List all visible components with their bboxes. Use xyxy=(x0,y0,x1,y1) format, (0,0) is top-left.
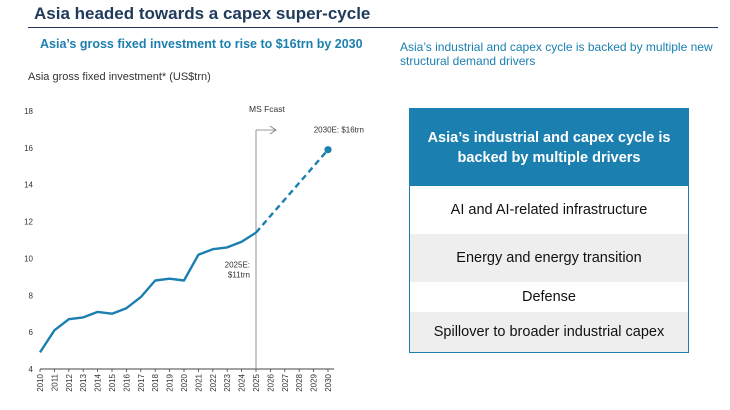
driver-item-energy: Energy and energy transition xyxy=(410,234,688,282)
chart-subtitle: Asia’s gross fixed investment to rise to… xyxy=(40,37,363,51)
y-tick-label: 16 xyxy=(24,144,33,153)
annotation-2025-label: $11trn xyxy=(228,271,250,280)
y-tick-label: 14 xyxy=(24,181,33,190)
endpoint-marker xyxy=(324,146,332,154)
x-tick-label: 2013 xyxy=(79,373,88,391)
x-tick-label: 2018 xyxy=(151,373,160,391)
x-tick-label: 2010 xyxy=(36,373,45,391)
historical-series-line xyxy=(38,231,257,354)
x-tick-label: 2026 xyxy=(266,373,275,391)
x-tick-label: 2020 xyxy=(180,373,189,391)
x-tick-label: 2011 xyxy=(50,373,59,391)
x-tick-label: 2017 xyxy=(137,373,146,391)
driver-item-defense: Defense xyxy=(521,289,576,305)
forecast-series-line xyxy=(255,148,329,234)
y-tick-label: 10 xyxy=(24,254,33,263)
annotation-2025-label: 2025E: xyxy=(225,261,250,270)
x-tick-label: 2014 xyxy=(94,373,103,391)
y-tick-label: 12 xyxy=(24,218,33,227)
y-tick-label: 6 xyxy=(29,328,34,337)
x-tick-label: 2023 xyxy=(223,373,232,391)
forecast-arrow xyxy=(256,125,277,135)
title-divider xyxy=(28,27,718,28)
x-tick-label: 2019 xyxy=(166,373,175,391)
page-title: Asia headed towards a capex super-cycle xyxy=(34,4,371,23)
x-tick-label: 2012 xyxy=(65,373,74,391)
x-tick-label: 2015 xyxy=(108,373,117,391)
forecast-label: MS Fcast xyxy=(249,104,286,114)
x-tick-label: 2028 xyxy=(295,373,304,391)
x-tick-label: 2024 xyxy=(238,373,247,391)
driver-item-ai: AI and AI-related infrastructure xyxy=(450,202,648,218)
drivers-subtitle: Asia’s industrial and capex cycle is bac… xyxy=(400,40,713,68)
x-tick-label: 2021 xyxy=(194,373,203,391)
drivers-box: Asia’s industrial and capex cycle is bac… xyxy=(409,108,689,353)
x-tick-label: 2022 xyxy=(209,373,218,391)
x-tick-label: 2016 xyxy=(122,373,131,391)
y-tick-label: 8 xyxy=(29,291,34,300)
x-tick-label: 2025 xyxy=(252,373,261,391)
y-tick-label: 4 xyxy=(29,365,34,374)
x-tick-label: 2027 xyxy=(281,373,290,391)
chart-title: Asia gross fixed investment* (US$trn) xyxy=(28,71,211,83)
annotation-2030-label: 2030E: $16trn xyxy=(314,126,364,135)
x-tick-label: 2030 xyxy=(324,373,333,391)
x-tick-label: 2029 xyxy=(310,373,319,391)
driver-item-industrial-capex: Spillover to broader industrial capex xyxy=(410,312,688,352)
y-tick-label: 18 xyxy=(24,107,33,116)
drivers-header: Asia’s industrial and capex cycle is bac… xyxy=(410,109,688,186)
